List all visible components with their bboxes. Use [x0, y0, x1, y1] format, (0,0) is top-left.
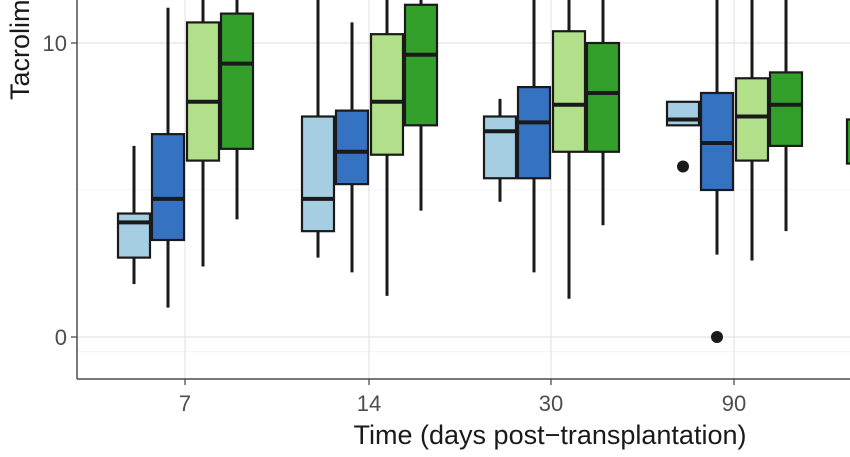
box-body [403, 3, 439, 127]
x-tick-label: 90 [722, 391, 746, 416]
box-layer [116, 0, 850, 343]
outlier-point [711, 331, 723, 343]
box-group [300, 0, 336, 258]
box-body [516, 85, 552, 180]
box-group [516, 0, 552, 273]
box-body [768, 71, 804, 148]
y-tick-label: 0 [55, 325, 67, 350]
box-group [699, 0, 735, 343]
tick-layer: 0 10 7 14 30 90 [43, 31, 747, 416]
box-group [369, 0, 405, 296]
box-body [482, 115, 518, 180]
box-group [219, 0, 255, 220]
x-tick-label: 30 [539, 391, 563, 416]
box-group [116, 145, 152, 285]
box-body [369, 33, 405, 156]
box-group [403, 0, 439, 211]
x-tick-label: 7 [179, 391, 191, 416]
box-group [585, 0, 621, 226]
x-tick-label: 14 [357, 391, 381, 416]
box-body [551, 30, 587, 153]
box-group [734, 0, 770, 261]
box-group [551, 0, 587, 299]
y-tick-label: 10 [43, 31, 67, 56]
axis-layer [76, 0, 850, 380]
box-body [116, 212, 152, 259]
partial-box-right-edge [845, 118, 850, 165]
box-body [665, 100, 701, 127]
x-axis-title: Time (days post−transplantation) [354, 420, 747, 450]
box-body [185, 21, 221, 162]
box-body [585, 41, 621, 153]
box-group [768, 0, 804, 232]
partial-box-body [845, 118, 850, 165]
box-body [150, 133, 186, 242]
box-group [185, 0, 221, 267]
box-group [150, 7, 186, 308]
box-body [334, 109, 370, 186]
box-group [482, 98, 518, 202]
box-group [665, 100, 701, 173]
box-body [734, 77, 770, 162]
box-group [334, 22, 370, 273]
outlier-point [677, 160, 689, 173]
box-body [219, 12, 255, 150]
y-axis-title: Tacrolim [5, 0, 35, 100]
box-body [300, 115, 336, 233]
